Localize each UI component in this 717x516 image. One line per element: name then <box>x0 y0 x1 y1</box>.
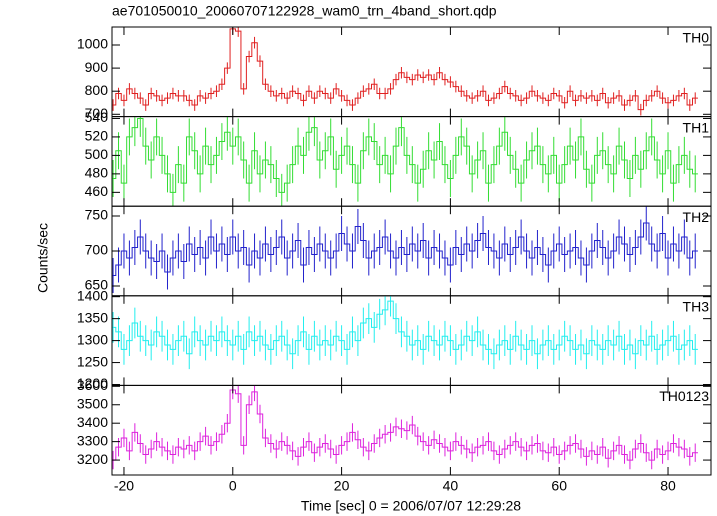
y-tick-label: 460 <box>85 183 109 199</box>
y-tick-label: 700 <box>85 105 109 121</box>
y-tick-label: 3500 <box>77 395 108 411</box>
y-tick-label: 540 <box>85 109 109 125</box>
panel-frame <box>111 26 712 118</box>
panel-frame <box>111 384 712 476</box>
x-tick-label: 60 <box>551 478 567 494</box>
panel-label: TH0123 <box>659 388 709 404</box>
y-tick-label: 750 <box>85 207 109 223</box>
panel-data <box>112 385 698 470</box>
step-line <box>112 28 698 111</box>
y-tick-label: 650 <box>85 277 109 293</box>
x-tick-label: 0 <box>229 478 237 494</box>
y-axis-label: Counts/sec <box>35 223 51 293</box>
y-tick-label: 900 <box>85 59 109 75</box>
step-line <box>112 117 698 193</box>
y-tick-label: 520 <box>85 128 109 144</box>
x-axis-label: Time [sec] 0 = 2006/07/07 12:29:28 <box>301 498 521 514</box>
y-tick-label: 3400 <box>77 414 108 430</box>
y-tick-label: 1400 <box>77 287 108 303</box>
x-tick-label: 20 <box>334 478 350 494</box>
step-line <box>112 300 698 355</box>
panel-frame <box>111 205 712 297</box>
panel-frame <box>111 116 712 207</box>
y-tick-label: 3200 <box>77 451 108 467</box>
y-tick-label: 1300 <box>77 331 108 347</box>
panel-data <box>112 116 698 207</box>
x-tick-label: 40 <box>443 478 459 494</box>
panel-data <box>112 295 698 370</box>
y-tick-label: 3600 <box>77 377 108 393</box>
step-line <box>112 389 698 461</box>
panel-label: TH3 <box>683 299 710 315</box>
panel-label: TH0 <box>683 30 710 46</box>
y-tick-label: 1200 <box>77 375 108 391</box>
y-tick-label: 1000 <box>77 36 108 52</box>
panel-label: TH2 <box>683 209 710 225</box>
y-tick-label: 1350 <box>77 309 108 325</box>
x-tick-label: -20 <box>114 478 134 494</box>
panel-data <box>112 206 698 293</box>
y-tick-label: 480 <box>85 165 109 181</box>
y-tick-label: 700 <box>85 242 109 258</box>
panel-data <box>112 27 698 116</box>
step-line <box>112 222 698 276</box>
panel-label: TH1 <box>683 119 710 135</box>
y-tick-label: 1250 <box>77 353 108 369</box>
chart-title: ae701050010_20060707122928_wam0_trn_4ban… <box>112 3 497 19</box>
y-tick-label: 800 <box>85 82 109 98</box>
y-tick-label: 500 <box>85 146 109 162</box>
y-tick-label: 3300 <box>77 432 108 448</box>
x-tick-label: 80 <box>660 478 676 494</box>
